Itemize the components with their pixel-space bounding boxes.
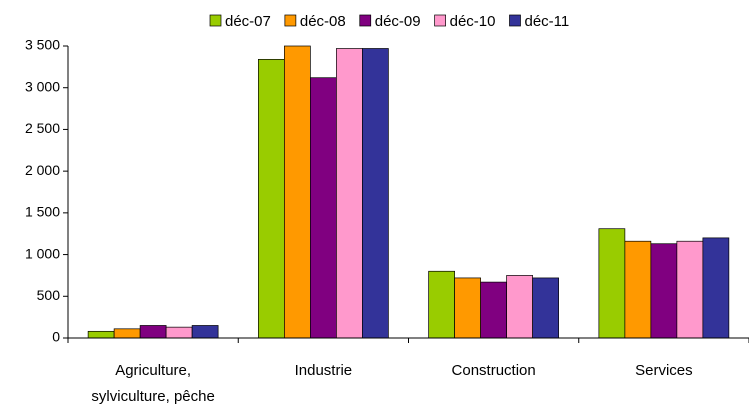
bar <box>362 48 389 339</box>
y-tick-label: 2 500 <box>25 120 60 136</box>
bar <box>191 325 219 339</box>
bar <box>480 281 507 339</box>
legend-label: déc-09 <box>375 13 421 30</box>
bar <box>532 277 559 339</box>
bar <box>702 237 730 339</box>
bar <box>624 240 652 339</box>
bar <box>284 45 311 339</box>
legend-label: déc-11 <box>525 13 570 30</box>
legend-swatch <box>359 14 372 27</box>
legend-label: déc-08 <box>300 13 346 30</box>
bar <box>598 228 626 339</box>
bar <box>258 58 285 339</box>
y-tick-label: 1 500 <box>25 204 60 220</box>
x-tick-label: Construction <box>451 362 536 379</box>
y-tick-label: 500 <box>37 287 61 303</box>
y-tick-label: 1 000 <box>25 245 60 261</box>
x-tick-label: Agriculture, sylviculture, pêche <box>91 362 215 405</box>
bar <box>336 48 363 339</box>
x-tick-label: Services <box>635 362 693 379</box>
y-tick-label: 2 000 <box>25 162 60 178</box>
legend-label: déc-10 <box>450 13 496 30</box>
bar <box>87 330 115 339</box>
y-tick-label: 3 000 <box>25 78 60 94</box>
y-tick-label: 0 <box>52 329 60 345</box>
bar <box>676 240 704 339</box>
bar <box>650 243 678 339</box>
bar <box>113 328 141 339</box>
bar <box>454 277 481 339</box>
legend-swatch <box>284 14 297 27</box>
x-tick-label: Industrie <box>294 362 353 379</box>
legend-swatch <box>509 14 521 27</box>
bar <box>428 270 455 339</box>
bar <box>139 325 167 339</box>
y-tick-label: 3 500 <box>25 37 60 53</box>
bar <box>506 275 533 339</box>
bar <box>165 326 193 339</box>
bar <box>310 77 337 339</box>
legend-swatch <box>209 14 222 27</box>
legend-swatch <box>434 14 446 27</box>
legend-label: déc-07 <box>225 13 271 30</box>
